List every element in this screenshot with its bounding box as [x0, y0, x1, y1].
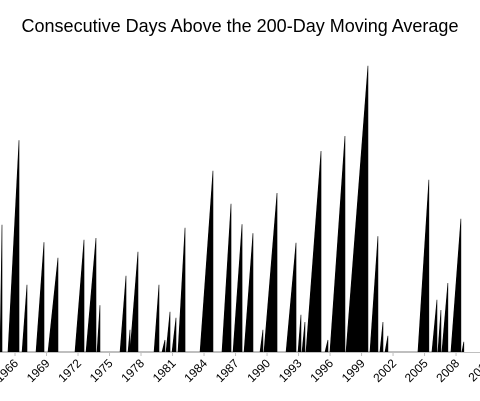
- x-tick-label: 1966: [0, 356, 21, 385]
- x-tick-label: 1999: [339, 356, 368, 385]
- x-tick-label: 1990: [244, 356, 273, 385]
- x-tick-label: 1969: [24, 356, 53, 385]
- chart-title: Consecutive Days Above the 200-Day Movin…: [22, 16, 459, 36]
- x-tick-label: 2002: [370, 356, 399, 385]
- x-tick-label: 1993: [276, 356, 305, 385]
- x-tick-label: 1981: [150, 356, 179, 385]
- x-tick-label: 2011: [466, 356, 480, 384]
- x-tick-label: 1978: [118, 356, 147, 385]
- area: [0, 65, 465, 353]
- x-tick-label: 1987: [213, 356, 242, 385]
- x-tick-label: 1984: [181, 356, 210, 385]
- x-tick-label: 1996: [307, 356, 336, 385]
- x-tick-label: 2008: [433, 356, 462, 385]
- x-tick-label: 1972: [55, 356, 84, 385]
- x-tick-label: 2005: [402, 356, 431, 385]
- x-tick-label: 1975: [87, 356, 116, 385]
